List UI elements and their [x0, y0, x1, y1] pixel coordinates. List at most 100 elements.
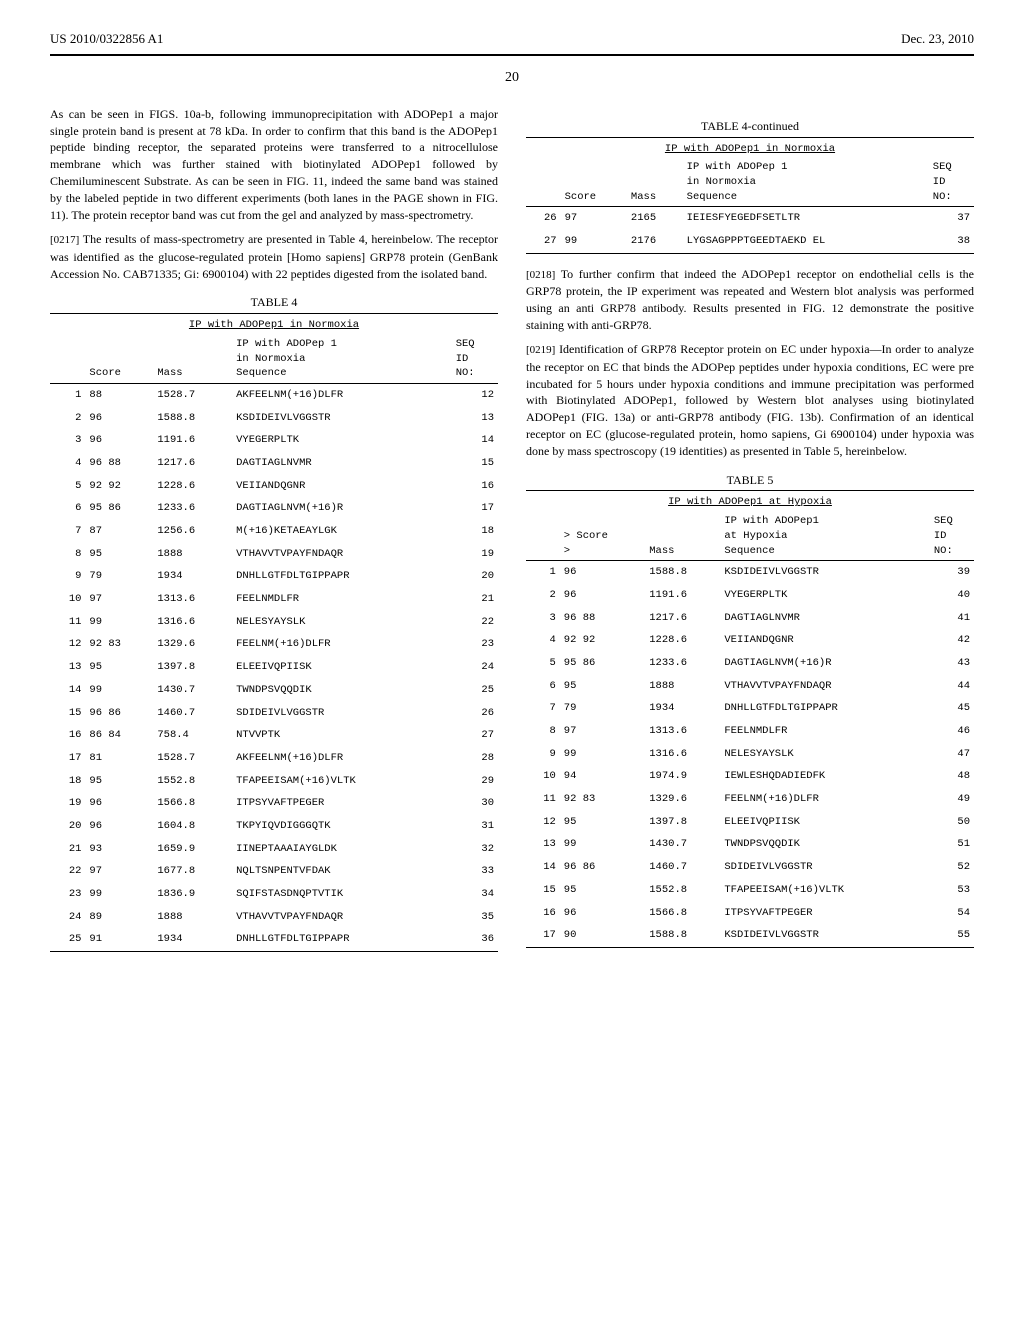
- table-cell: 96 86: [560, 856, 645, 879]
- table-cell: 55: [930, 924, 974, 947]
- table-cell: 32: [452, 838, 498, 861]
- para-number: [0219]: [526, 344, 555, 356]
- table-row: 9791934DNHLLGTFDLTGIPPAPR20: [50, 565, 498, 588]
- table-row: 27992176LYGSAGPPPTGEEDTAEKD EL38: [526, 230, 974, 253]
- table-cell: M(+16)KETAEAYLGK: [232, 520, 452, 543]
- table-cell: 1888: [645, 675, 720, 698]
- th: Mass: [645, 512, 720, 561]
- table-row: 13951397.8ELEEIVQPIISK24: [50, 656, 498, 679]
- table4-subtitle: IP with ADOPep1 in Normoxia: [189, 319, 359, 331]
- table-cell: TWNDPSVQQDIK: [720, 833, 929, 856]
- table-cell: TFAPEEISAM(+16)VLTK: [720, 879, 929, 902]
- table-cell: 99: [85, 611, 153, 634]
- table-cell: 1191.6: [153, 429, 232, 452]
- table-cell: 95 86: [560, 652, 645, 675]
- table-cell: 1: [50, 383, 85, 406]
- table-cell: 17: [452, 497, 498, 520]
- table-row: 23991836.9SQIFSTASDNQPTVTIK34: [50, 883, 498, 906]
- table-cell: 1888: [153, 543, 232, 566]
- table-cell: NELESYAYSLK: [232, 611, 452, 634]
- table-cell: VTHAVVTVPAYFNDAQR: [232, 543, 452, 566]
- table-cell: 1588.8: [153, 407, 232, 430]
- table-cell: 95: [560, 675, 645, 698]
- table-cell: 12: [526, 811, 560, 834]
- table-cell: 7: [526, 697, 560, 720]
- table-cell: DAGTIAGLNVMR: [720, 607, 929, 630]
- table-row: 2961588.8KSDIDEIVLVGGSTR13: [50, 407, 498, 430]
- table-cell: FEELNM(+16)DLFR: [720, 788, 929, 811]
- table-cell: 16: [452, 475, 498, 498]
- para-text: The results of mass-spectrometry are pre…: [50, 232, 498, 280]
- table-cell: 16: [526, 902, 560, 925]
- table-cell: 96: [85, 407, 153, 430]
- th: SEQ ID NO:: [930, 512, 974, 561]
- table-cell: 87: [85, 520, 153, 543]
- table-cell: 10: [526, 765, 560, 788]
- table-cell: 96 88: [560, 607, 645, 630]
- th: IP with ADOPep 1 in Normoxia Sequence: [683, 158, 929, 207]
- table-cell: AKFEELNM(+16)DLFR: [232, 747, 452, 770]
- table-cell: 13: [452, 407, 498, 430]
- table-cell: 22: [50, 860, 85, 883]
- publication-date: Dec. 23, 2010: [901, 30, 974, 48]
- table-cell: 9: [50, 565, 85, 588]
- table-cell: 54: [930, 902, 974, 925]
- patent-number: US 2010/0322856 A1: [50, 30, 163, 48]
- table-cell: 11: [50, 611, 85, 634]
- table-cell: 20: [50, 815, 85, 838]
- table-cell: ITPSYVAFTPEGER: [232, 792, 452, 815]
- table-row: 15951552.8TFAPEEISAM(+16)VLTK53: [526, 879, 974, 902]
- table-cell: 1934: [153, 565, 232, 588]
- table-cell: ELEEIVQPIISK: [720, 811, 929, 834]
- table-row: 24891888VTHAVVTVPAYFNDAQR35: [50, 906, 498, 929]
- table-row: 3961191.6VYEGERPLTK14: [50, 429, 498, 452]
- table-cell: 1552.8: [645, 879, 720, 902]
- table-cell: 1934: [645, 697, 720, 720]
- table-cell: 10: [50, 588, 85, 611]
- table-cell: 19: [50, 792, 85, 815]
- table-cell: 13: [50, 656, 85, 679]
- table-cell: 31: [452, 815, 498, 838]
- th: IP with ADOPep1 at Hypoxia Sequence: [720, 512, 929, 561]
- table-cell: 1588.8: [645, 561, 720, 584]
- table-cell: 37: [929, 207, 974, 230]
- table-cell: 1: [526, 561, 560, 584]
- table-cell: 96: [560, 561, 645, 584]
- table-cell: 1233.6: [153, 497, 232, 520]
- table-cell: FEELNMDLFR: [232, 588, 452, 611]
- th: Score: [561, 158, 627, 207]
- table-cell: VTHAVVTVPAYFNDAQR: [720, 675, 929, 698]
- para-text: To further confirm that indeed the ADOPe…: [526, 267, 974, 332]
- table-row: 20961604.8TKPYIQVDIGGGQTK31: [50, 815, 498, 838]
- table-cell: 18: [50, 770, 85, 793]
- table-cell: DNHLLGTFDLTGIPPAPR: [232, 565, 452, 588]
- th: SEQ ID NO:: [929, 158, 974, 207]
- table-row: 492 921228.6VEIIANDQGNR42: [526, 629, 974, 652]
- paragraph: [0217] The results of mass-spectrometry …: [50, 231, 498, 282]
- table-cell: 15: [526, 879, 560, 902]
- table-cell: 43: [930, 652, 974, 675]
- table-cell: 24: [50, 906, 85, 929]
- table-cell: KSDIDEIVLVGGSTR: [720, 561, 929, 584]
- table-cell: 99: [560, 743, 645, 766]
- table-cell: 2: [50, 407, 85, 430]
- table-cell: 96: [560, 584, 645, 607]
- table-cell: 1316.6: [153, 611, 232, 634]
- table-cell: 23: [50, 883, 85, 906]
- table-cell: VYEGERPLTK: [720, 584, 929, 607]
- para-text: Identification of GRP78 Receptor protein…: [526, 342, 974, 457]
- table-cell: 96 88: [85, 452, 153, 475]
- table-cell: 2165: [627, 207, 683, 230]
- table-cell: 38: [929, 230, 974, 253]
- table-row: 13991430.7TWNDPSVQQDIK51: [526, 833, 974, 856]
- table-cell: 95 86: [85, 497, 153, 520]
- table-cell: DNHLLGTFDLTGIPPAPR: [232, 928, 452, 951]
- table-cell: 7: [50, 520, 85, 543]
- table-cell: 97: [561, 207, 627, 230]
- table-cell: 96: [560, 902, 645, 925]
- table-cell: 6: [526, 675, 560, 698]
- paragraph: As can be seen in FIGS. 10a-b, following…: [50, 106, 498, 224]
- table-cell: 42: [930, 629, 974, 652]
- table4cont-header-row: Score Mass IP with ADOPep 1 in Normoxia …: [526, 158, 974, 207]
- table-row: 7791934DNHLLGTFDLTGIPPAPR45: [526, 697, 974, 720]
